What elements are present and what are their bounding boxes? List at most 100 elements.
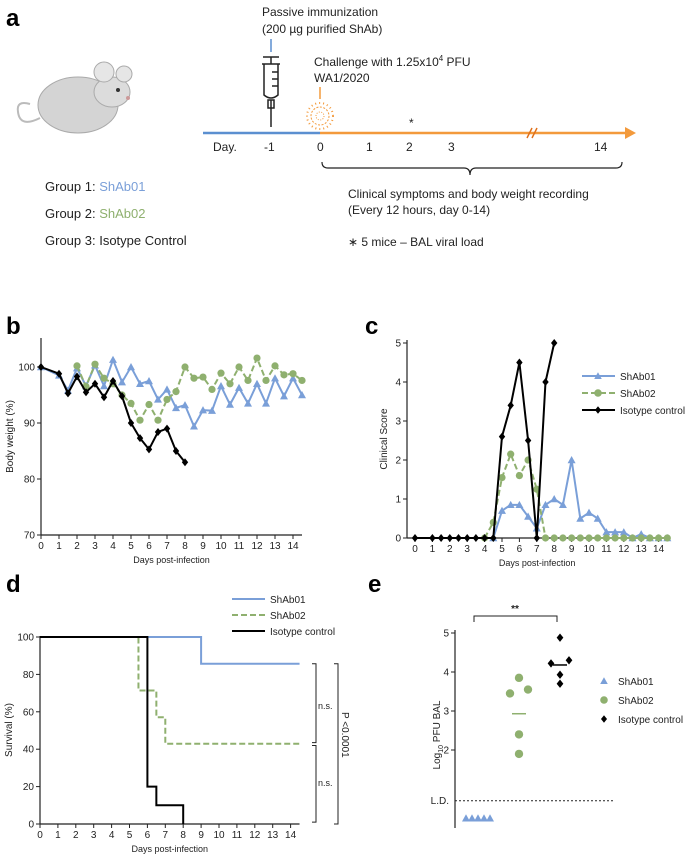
data-point	[73, 372, 81, 381]
data-point	[190, 422, 198, 430]
virus-icon	[306, 102, 334, 130]
x-tick-label: 13	[269, 541, 281, 552]
x-axis-title: Days post-infection	[133, 555, 210, 565]
x-tick-label: 12	[618, 544, 630, 555]
data-point	[655, 534, 663, 542]
data-point	[181, 401, 189, 409]
x-tick-label: 0	[37, 830, 43, 841]
data-point	[468, 814, 476, 822]
bal-viral-load-chart: 2 3 4 5 Log10 PFU BAL L.D. ** ShAb01 ShAb02 Isoty…	[431, 604, 683, 828]
data-point	[280, 392, 288, 400]
ns-label: n.s.	[318, 778, 333, 788]
y-tick-label: 1	[395, 495, 401, 506]
data-point	[271, 362, 279, 370]
data-point	[514, 749, 524, 759]
data-point	[289, 374, 297, 382]
panel-label-c: c	[365, 313, 378, 340]
y-axis-title: Clinical Score	[379, 408, 390, 470]
data-point	[611, 528, 620, 536]
significance-bracket	[334, 663, 339, 825]
data-point	[91, 360, 99, 368]
data-point	[127, 363, 135, 371]
data-point	[199, 406, 207, 414]
x-tick-label: 0	[38, 541, 44, 552]
data-point	[136, 416, 144, 424]
y-axis-title: Survival (%)	[4, 703, 15, 757]
x-tick-label: 9	[200, 541, 206, 552]
data-point	[154, 416, 162, 424]
data-point	[145, 445, 153, 454]
y-tick-label: 2	[443, 746, 449, 757]
legend-label: Isotype control	[270, 627, 335, 638]
data-point	[474, 814, 482, 822]
series-line-shab01	[40, 636, 300, 665]
significance-bracket	[312, 663, 317, 744]
data-point	[515, 500, 524, 509]
data-point	[464, 534, 471, 542]
y-tick-label: 60	[23, 707, 35, 718]
x-tick-label: 11	[234, 541, 245, 552]
data-point	[199, 373, 207, 381]
x-tick-label: 6	[146, 541, 152, 552]
challenge-label: Challenge with 1.25x104 PFU	[314, 54, 471, 69]
data-point	[619, 528, 628, 536]
group-3-label: Group 3: Isotype Control	[45, 233, 187, 248]
data-point	[244, 376, 252, 385]
data-point	[289, 370, 297, 378]
legend-label: ShAb01	[620, 372, 656, 383]
y-tick-label: 5	[443, 629, 449, 640]
data-point	[145, 377, 153, 385]
x-tick-label: 2	[447, 544, 453, 555]
y-tick-label: 4	[443, 668, 449, 679]
data-point	[446, 534, 453, 542]
x-tick-label: 2	[74, 541, 80, 552]
data-point	[109, 377, 117, 385]
data-point	[154, 427, 162, 436]
data-point	[163, 424, 171, 433]
data-point	[208, 406, 216, 414]
data-point	[217, 382, 225, 390]
x-tick-label: 9	[198, 830, 204, 841]
x-tick-label: 13	[636, 544, 648, 555]
recording-brace	[321, 161, 623, 176]
x-tick-label: 3	[464, 544, 470, 555]
data-point	[558, 500, 567, 509]
y-tick-label: 90	[24, 419, 36, 430]
y-tick-label: 100	[17, 633, 34, 644]
data-point	[486, 814, 494, 822]
legend-label: ShAb02	[270, 611, 306, 622]
data-point	[602, 534, 611, 542]
data-point	[226, 380, 234, 388]
legend-label: ShAb01	[270, 595, 306, 606]
x-tick-label: 7	[164, 541, 170, 552]
x-tick-label: 10	[213, 830, 225, 841]
data-point	[505, 689, 515, 698]
x-tick-label: 13	[267, 830, 279, 841]
data-point	[646, 534, 654, 542]
x-tick-label: 5	[499, 544, 505, 555]
data-point	[514, 673, 524, 683]
legend-marker	[594, 406, 602, 414]
legend-marker	[600, 677, 608, 685]
data-point	[585, 508, 593, 516]
x-axis-title: Days post-infection	[499, 558, 576, 568]
bal-note: ∗ 5 mice – BAL viral load	[348, 235, 484, 249]
y-tick-label: 5	[395, 339, 401, 350]
data-point	[541, 500, 550, 509]
data-point	[506, 500, 515, 509]
data-point	[507, 450, 515, 458]
axis-break-icon	[526, 127, 538, 139]
data-point	[136, 379, 144, 387]
data-point	[235, 383, 243, 391]
recording-schedule: (Every 12 hours, day 0-14)	[348, 203, 490, 217]
legend-label: Isotype control	[618, 715, 683, 726]
data-point	[533, 534, 540, 542]
data-point	[550, 495, 559, 503]
x-axis-title: Days post-infection	[132, 844, 209, 854]
data-point	[226, 400, 234, 408]
day-tick-label: 14	[594, 140, 608, 154]
y-tick-label: 0	[28, 820, 34, 831]
data-point	[490, 534, 497, 542]
y-axis-title: Log10 PFU BAL	[432, 700, 445, 769]
